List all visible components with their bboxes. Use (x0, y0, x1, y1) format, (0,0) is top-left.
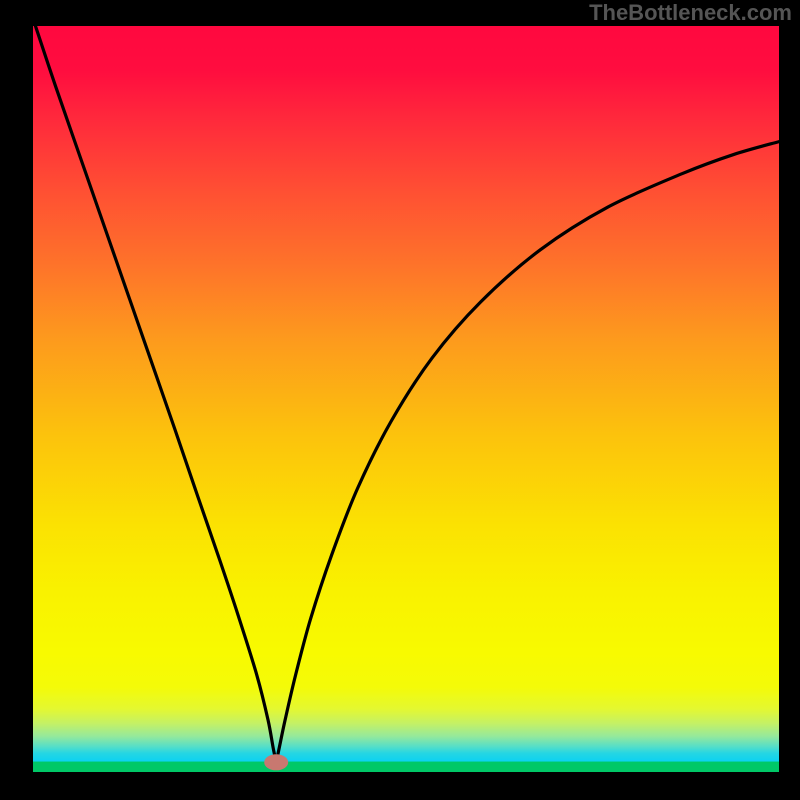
chart-svg (33, 26, 779, 772)
minimum-marker (264, 754, 288, 770)
watermark-text: TheBottleneck.com (589, 0, 792, 26)
green-band (33, 762, 779, 772)
chart-plot-area (33, 26, 779, 772)
